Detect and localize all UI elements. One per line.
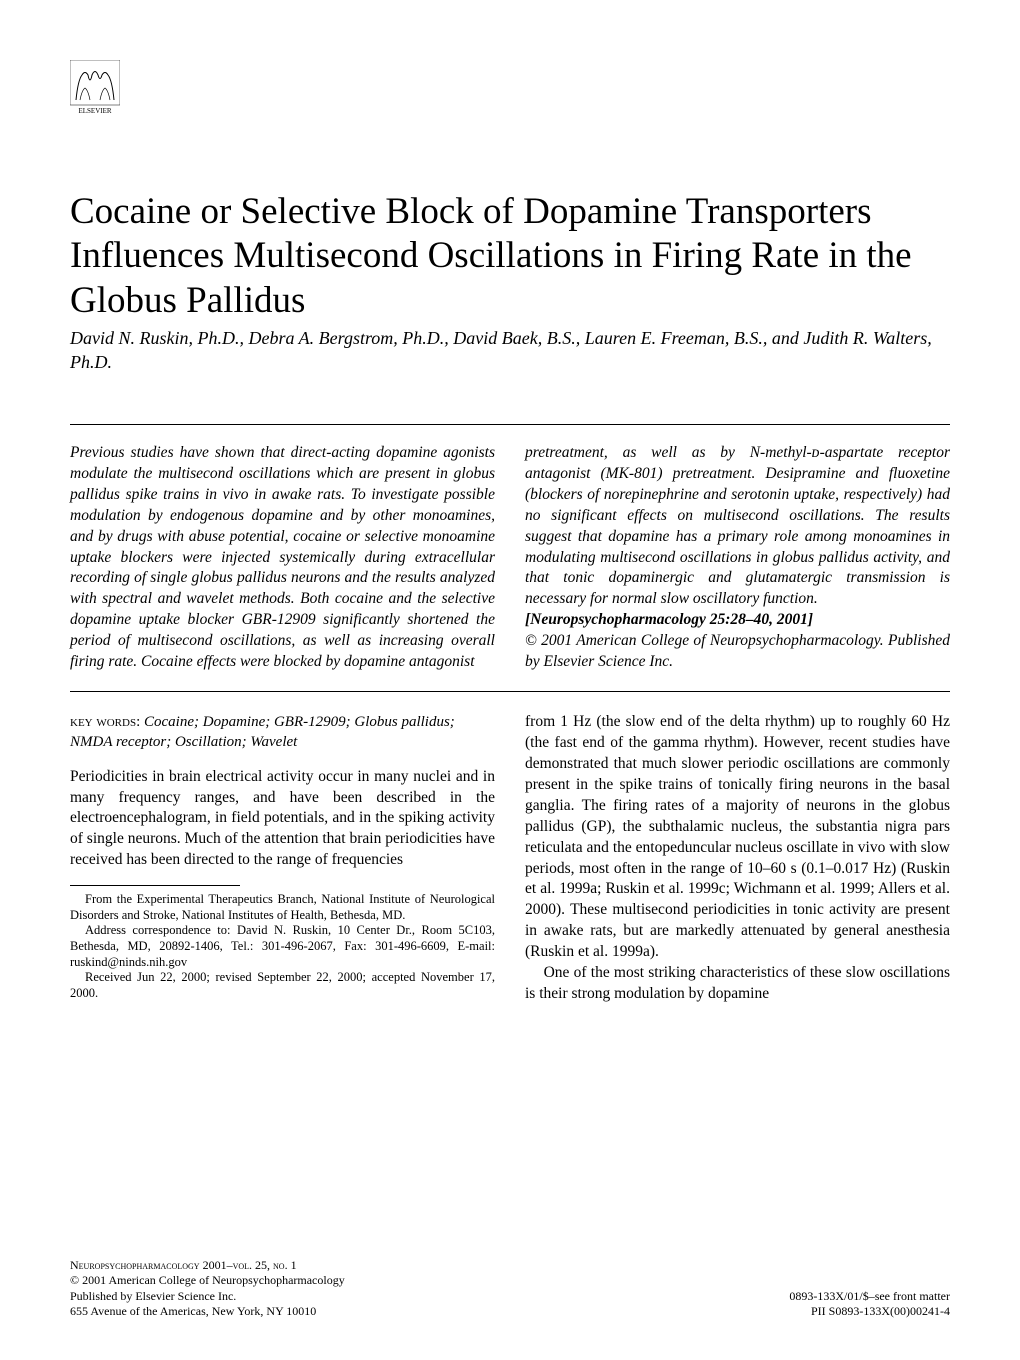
keywords: key words: Cocaine; Dopamine; GBR-12909;… (70, 712, 495, 753)
title-section: Cocaine or Selective Block of Dopamine T… (70, 190, 950, 374)
body-right-column: from 1 Hz (the slow end of the delta rhy… (525, 712, 950, 1005)
abstract-right-text-a: pretreatment, as well as by N-methyl-ᴅ-a… (525, 444, 950, 607)
abstract-left-column: Previous studies have shown that direct-… (70, 443, 495, 673)
footer-publisher: Published by Elsevier Science Inc. (70, 1289, 345, 1305)
body-left-column: key words: Cocaine; Dopamine; GBR-12909;… (70, 712, 495, 1005)
footnote-p2: Address correspondence to: David N. Rusk… (70, 923, 495, 970)
footnote-p3: Received Jun 22, 2000; revised September… (70, 970, 495, 1001)
authors: David N. Ruskin, Ph.D., Debra A. Bergstr… (70, 327, 950, 374)
footer-pii: PII S0893-133X(00)00241-4 (789, 1304, 950, 1320)
body-right-p1: from 1 Hz (the slow end of the delta rhy… (525, 712, 950, 963)
abstract-citation: [Neuropsychopharmacology 25:28–40, 2001] (525, 611, 813, 628)
abstract-section: Previous studies have shown that direct-… (70, 424, 950, 692)
footnote-separator (70, 885, 240, 886)
abstract-right-column: pretreatment, as well as by N-methyl-ᴅ-a… (525, 443, 950, 673)
elsevier-logo: ELSEVIER (70, 60, 120, 115)
footer-issn: 0893-133X/01/$–see front matter (789, 1289, 950, 1305)
body-left-p1: Periodicities in brain electrical activi… (70, 767, 495, 872)
footer-left: Neuropsychopharmacology 2001–vol. 25, no… (70, 1258, 345, 1320)
svg-text:ELSEVIER: ELSEVIER (78, 107, 111, 115)
abstract-left-text: Previous studies have shown that direct-… (70, 444, 495, 670)
footnotes: From the Experimental Therapeutics Branc… (70, 892, 495, 1001)
footer-address: 655 Avenue of the Americas, New York, NY… (70, 1304, 345, 1320)
abstract-copyright: © 2001 American College of Neuropsychoph… (525, 632, 950, 670)
body-section: key words: Cocaine; Dopamine; GBR-12909;… (70, 712, 950, 1005)
page-footer: Neuropsychopharmacology 2001–vol. 25, no… (70, 1258, 950, 1320)
footer-journal: Neuropsychopharmacology 2001–vol. 25, no… (70, 1258, 345, 1274)
footer-right: 0893-133X/01/$–see front matter PII S089… (789, 1289, 950, 1320)
footnote-p1: From the Experimental Therapeutics Branc… (70, 892, 495, 923)
keywords-label: key words: (70, 714, 140, 730)
page-title: Cocaine or Selective Block of Dopamine T… (70, 190, 950, 323)
footer-copyright: © 2001 American College of Neuropsychoph… (70, 1273, 345, 1289)
body-right-p2: One of the most striking characteristics… (525, 963, 950, 1005)
